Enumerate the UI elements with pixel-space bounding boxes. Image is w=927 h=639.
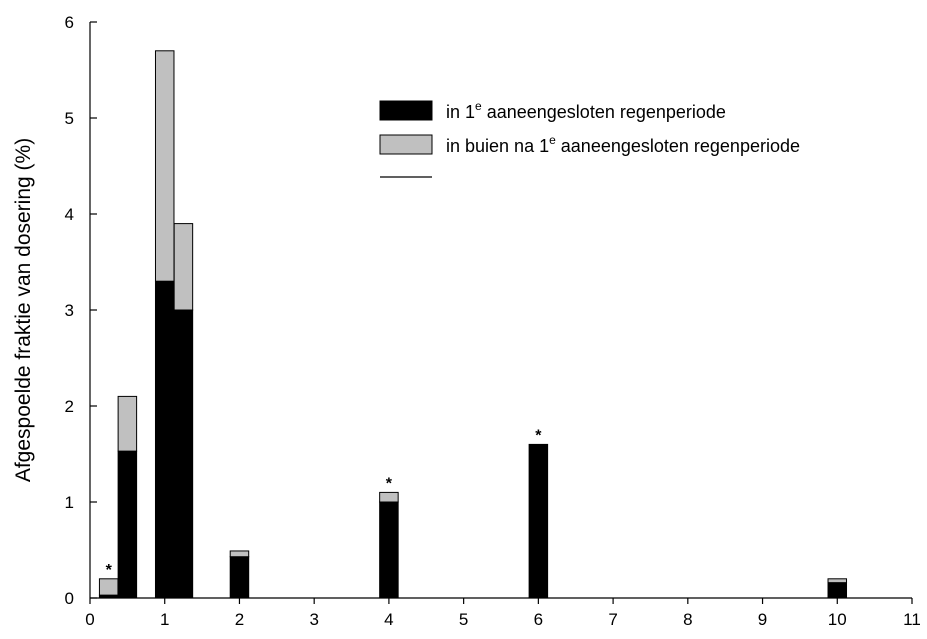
- bar-segment-after: [154, 50, 175, 282]
- x-tick-label: 7: [608, 610, 617, 629]
- x-tick-label: 5: [459, 610, 468, 629]
- legend-label-after-prefix: in buien na 1: [446, 136, 549, 156]
- x-ticks: 0 1 2 3 4 5 6 7 8 9 10 11: [85, 598, 921, 629]
- y-tick-label: 3: [65, 301, 74, 320]
- legend-swatch-first: [379, 100, 433, 121]
- legend-label-first-sup: e: [475, 99, 482, 113]
- bar-segment-first: [827, 582, 848, 599]
- x-tick-label: 6: [534, 610, 543, 629]
- y-tick-label: 6: [65, 13, 74, 32]
- legend-label-first-prefix: in 1: [446, 102, 475, 122]
- bar-segment-after: [229, 550, 250, 558]
- y-tick-label: 5: [65, 109, 74, 128]
- significance-star: *: [386, 475, 393, 492]
- x-tick-label: 8: [683, 610, 692, 629]
- significance-markers: * * *: [106, 427, 543, 578]
- x-tick-label: 9: [758, 610, 767, 629]
- bar-segment-after: [117, 395, 138, 452]
- x-tick-label: 1: [160, 610, 169, 629]
- bar-segment-first: [229, 556, 250, 599]
- bar-segment-after: [98, 578, 119, 596]
- y-tick-label: 1: [65, 493, 74, 512]
- x-tick-label: 11: [903, 610, 921, 629]
- bar-segment-after: [379, 491, 399, 503]
- legend-label-after-sup: e: [549, 133, 556, 147]
- bar-segment-first: [379, 501, 399, 599]
- significance-star: *: [535, 427, 542, 444]
- bar-segment-first: [173, 309, 194, 599]
- x-tick-label: 0: [85, 610, 94, 629]
- legend-label-after: in buien na 1e aaneengesloten regenperio…: [446, 133, 800, 156]
- y-tick-label: 0: [65, 589, 74, 608]
- legend-label-after-suffix: aaneengesloten regenperiode: [556, 136, 800, 156]
- legend-label-first-suffix: aaneengesloten regenperiode: [482, 102, 726, 122]
- significance-star: *: [106, 562, 113, 579]
- x-tick-label: 2: [235, 610, 244, 629]
- y-axis-title: Afgespoelde fraktie van dosering (%): [12, 138, 35, 482]
- bar-segment-first: [528, 443, 549, 599]
- legend-label-first: in 1e aaneengesloten regenperiode: [446, 99, 726, 122]
- x-tick-label: 4: [384, 610, 393, 629]
- legend: in 1e aaneengesloten regenperiode in bui…: [379, 99, 800, 178]
- bar-segment-first: [154, 280, 175, 599]
- bar-segment-after: [827, 578, 848, 584]
- y-tick-label: 4: [65, 205, 74, 224]
- bar-segment-after: [173, 223, 194, 311]
- x-tick-label: 3: [309, 610, 318, 629]
- bar-segment-first: [117, 450, 138, 599]
- legend-swatch-after: [379, 134, 433, 155]
- x-tick-label: 10: [828, 610, 847, 629]
- bars-layer: [98, 50, 848, 599]
- y-tick-label: 2: [65, 397, 74, 416]
- y-ticks: 0 1 2 3 4 5 6: [65, 13, 97, 608]
